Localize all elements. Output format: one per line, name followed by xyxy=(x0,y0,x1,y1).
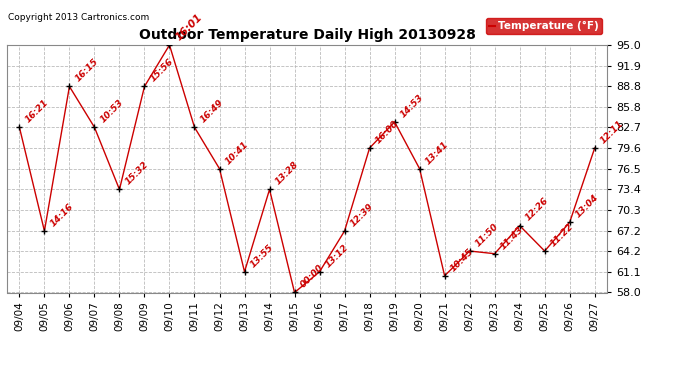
Text: 15:56: 15:56 xyxy=(148,57,175,84)
Text: 16:21: 16:21 xyxy=(23,98,50,124)
Text: 16:49: 16:49 xyxy=(199,98,225,124)
Text: 11:43: 11:43 xyxy=(499,224,525,251)
Text: 13:41: 13:41 xyxy=(424,140,451,166)
Text: 12:11: 12:11 xyxy=(599,118,625,145)
Text: 11:50: 11:50 xyxy=(474,222,500,248)
Text: 10:41: 10:41 xyxy=(224,140,250,166)
Text: 16:15: 16:15 xyxy=(74,57,100,84)
Text: 13:28: 13:28 xyxy=(274,160,300,187)
Text: 12:26: 12:26 xyxy=(524,196,551,223)
Text: 13:12: 13:12 xyxy=(324,242,351,269)
Text: 10:45: 10:45 xyxy=(448,246,475,273)
Legend: Temperature (°F): Temperature (°F) xyxy=(486,18,602,34)
Text: Copyright 2013 Cartronics.com: Copyright 2013 Cartronics.com xyxy=(8,13,149,22)
Text: 14:16: 14:16 xyxy=(48,202,75,228)
Text: 00:00: 00:00 xyxy=(299,263,325,290)
Text: 10:53: 10:53 xyxy=(99,98,125,124)
Text: 15:32: 15:32 xyxy=(124,160,150,187)
Text: 16:01: 16:01 xyxy=(174,12,204,42)
Text: 13:55: 13:55 xyxy=(248,242,275,269)
Text: 14:53: 14:53 xyxy=(399,93,425,119)
Title: Outdoor Temperature Daily High 20130928: Outdoor Temperature Daily High 20130928 xyxy=(139,28,475,42)
Text: 12:39: 12:39 xyxy=(348,202,375,228)
Text: 13:04: 13:04 xyxy=(574,193,600,219)
Text: 11:22: 11:22 xyxy=(549,222,575,248)
Text: 16:00: 16:00 xyxy=(374,118,400,145)
